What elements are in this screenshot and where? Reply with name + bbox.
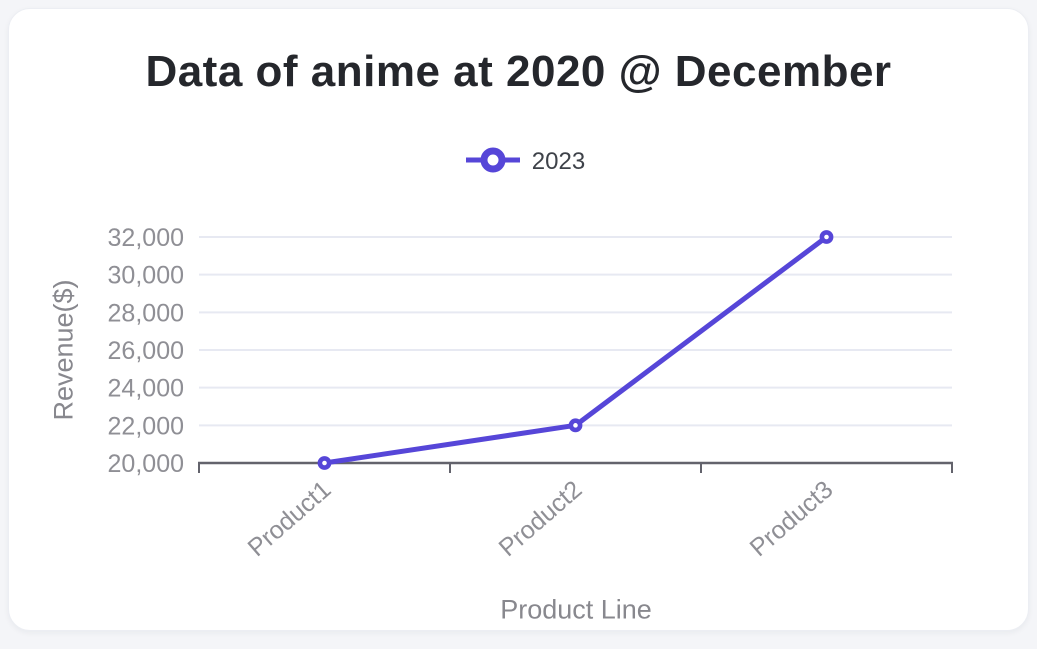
chart-card: Data of anime at 2020 @ December 2023 Re… [8, 8, 1029, 631]
x-tick-label: Product2 [494, 475, 588, 562]
data-point[interactable] [819, 230, 834, 244]
data-point[interactable] [568, 418, 583, 433]
chart-title: Data of anime at 2020 @ December [145, 47, 892, 96]
y-tick-label: 26,000 [108, 337, 184, 365]
x-tick-label: Product1 [243, 475, 337, 562]
x-tick-label: Product3 [745, 475, 839, 562]
legend: 2023 [23, 146, 1028, 178]
y-tick-label: 32,000 [108, 224, 184, 252]
y-tick-label: 22,000 [108, 412, 184, 440]
legend-label: 2023 [531, 148, 586, 175]
y-tick-label: 24,000 [108, 375, 184, 403]
y-tick-label: 30,000 [108, 262, 184, 290]
y-tick-label: 28,000 [108, 299, 184, 327]
data-point[interactable] [317, 456, 332, 470]
y-tick-label: 20,000 [108, 450, 184, 478]
legend-line-point-icon [465, 146, 520, 179]
legend-item-2023[interactable]: 2023 [465, 146, 586, 179]
chart-canvas: 20,000 22,000 24,000 26,000 28,000 30,000 32,0… [108, 224, 953, 562]
x-axis-title: Product Line [500, 594, 652, 625]
